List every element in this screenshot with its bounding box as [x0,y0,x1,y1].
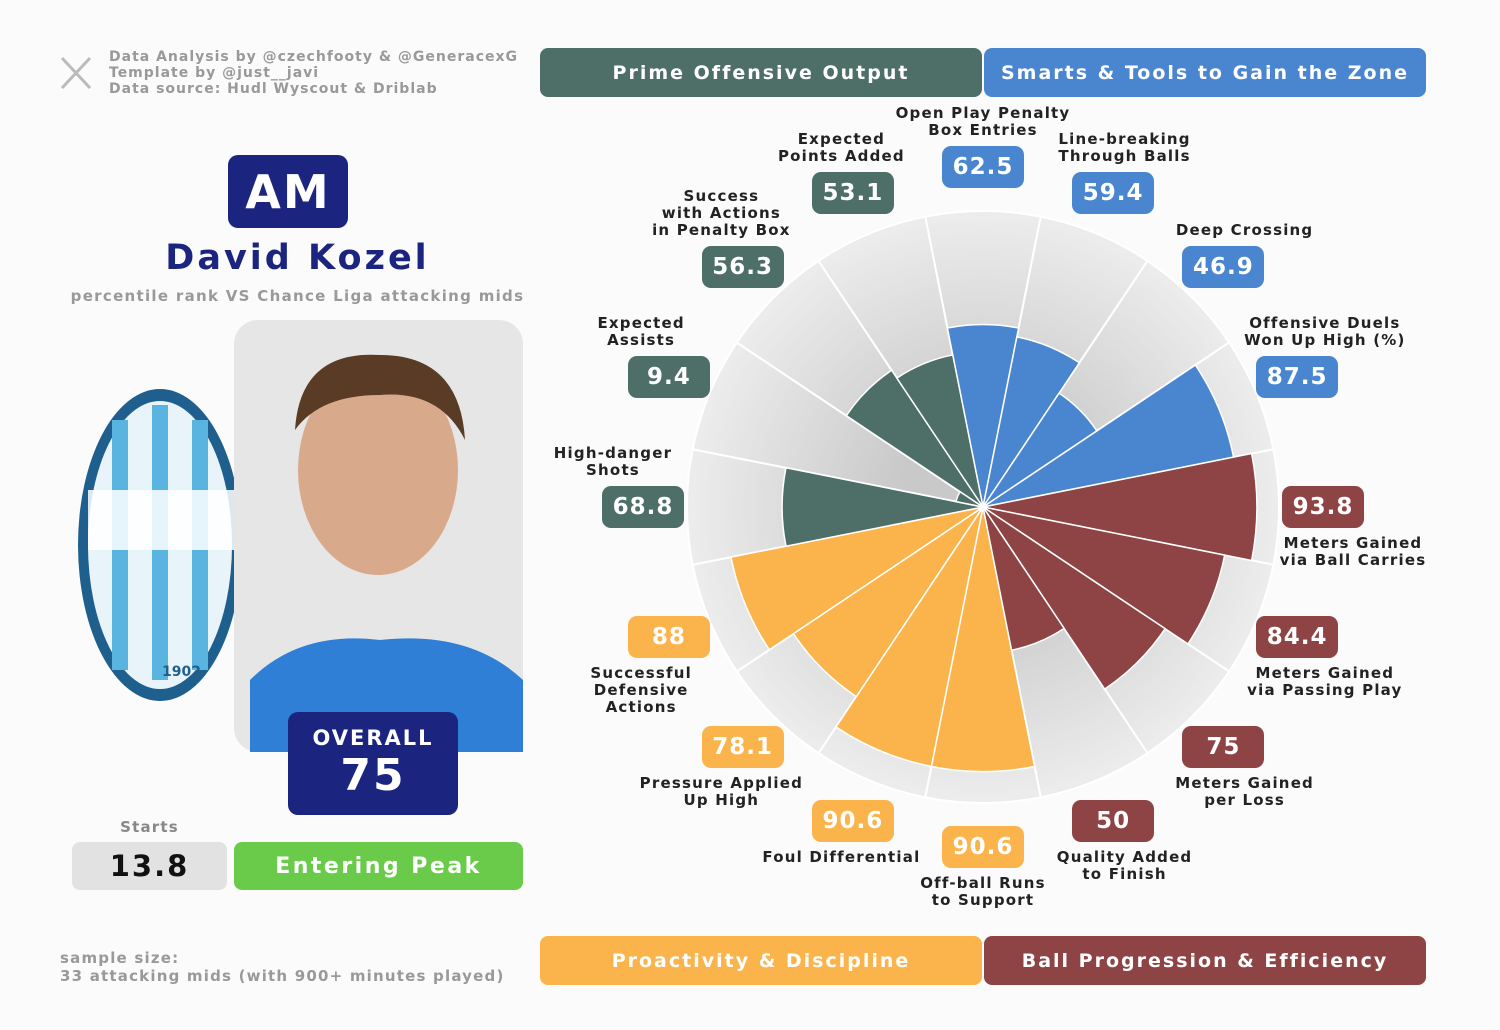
value-label: 59.4 [1072,171,1155,214]
value-label: 88 [627,616,710,659]
value-label: 53.1 [811,171,894,214]
overall-label: OVERALL [312,726,434,750]
subtitle: percentile rank VS Chance Liga attacking… [70,287,525,305]
slice [730,506,984,651]
slice [946,323,1020,508]
legend-header: Smarts & Tools to Gain the Zone [984,48,1426,97]
slice [982,506,1167,691]
credit-line: Data source: Hudl Wyscout & Driblab [109,81,438,97]
slice [834,506,984,768]
value-label: 50 [1072,800,1155,843]
category-label: Pressure Applied Up High [639,774,804,810]
category-label: High-danger Shots [553,444,673,479]
player-photo [234,320,523,752]
credit-line: Template by @just__javi [109,65,320,81]
category-label: Open Play Penalty Box Entries [895,104,1071,139]
starts-value: 13.8 [72,842,227,890]
slice-background [691,341,984,508]
legend-header: Prime Offensive Output [540,48,982,97]
value-label: 93.8 [1282,486,1364,528]
value-label: 78.1 [701,726,784,769]
slice [781,466,984,548]
category-label: Successful Defensive Actions [590,664,692,717]
category-label: Success with Actions in Penalty Box [652,186,791,239]
overall-value: 75 [340,750,406,801]
category-label: Quality Added to Finish [1056,848,1193,884]
category-label: Line-breaking Through Balls [1058,129,1191,165]
category-label: Off-ball Runs to Support [920,874,1046,909]
slice [982,506,1226,645]
value-label: 9.4 [627,355,710,398]
value-label: 56.3 [701,245,784,288]
player-name: David Kozel [165,238,430,278]
value-label: 62.5 [942,146,1024,188]
value-label: 46.9 [1182,245,1265,288]
category-label: Offensive Duels Won Up High (%) [1244,313,1406,349]
value-label: 90.6 [942,826,1024,868]
slice [982,452,1258,562]
value-label: 75 [1182,726,1265,769]
position-badge: AM [228,155,348,228]
category-label: Expected Assists [597,313,685,349]
value-label: 68.8 [602,486,684,528]
overall-box: OVERALL 75 [288,712,458,815]
value-label: 84.4 [1256,616,1339,659]
category-label: Meters Gained via Passing Play [1247,664,1403,700]
club-founded: 1902 [162,664,201,680]
x-logo [60,56,92,90]
category-label: Meters Gained via Ball Carries [1279,534,1427,569]
category-label: Deep Crossing [1175,220,1314,239]
slice [982,336,1081,508]
credit-line: Data Analysis by @czechfooty & @Generace… [109,49,519,65]
club-logo [78,389,242,701]
category-label: Expected Points Added [777,129,905,165]
slice [845,369,984,508]
legend-header: Ball Progression & Efficiency [984,936,1426,985]
starts-label: Starts [120,818,179,836]
category-label: Meters Gained per Loss [1175,774,1315,810]
value-label: 90.6 [811,800,894,843]
slice [895,354,984,508]
stage-badge: Entering Peak [234,842,523,890]
value-label: 87.5 [1256,355,1339,398]
legend-header: Proactivity & Discipline [540,936,982,985]
sample-note: sample size: 33 attacking mids (with 900… [60,949,505,985]
category-label: Foul Differential [762,848,921,867]
